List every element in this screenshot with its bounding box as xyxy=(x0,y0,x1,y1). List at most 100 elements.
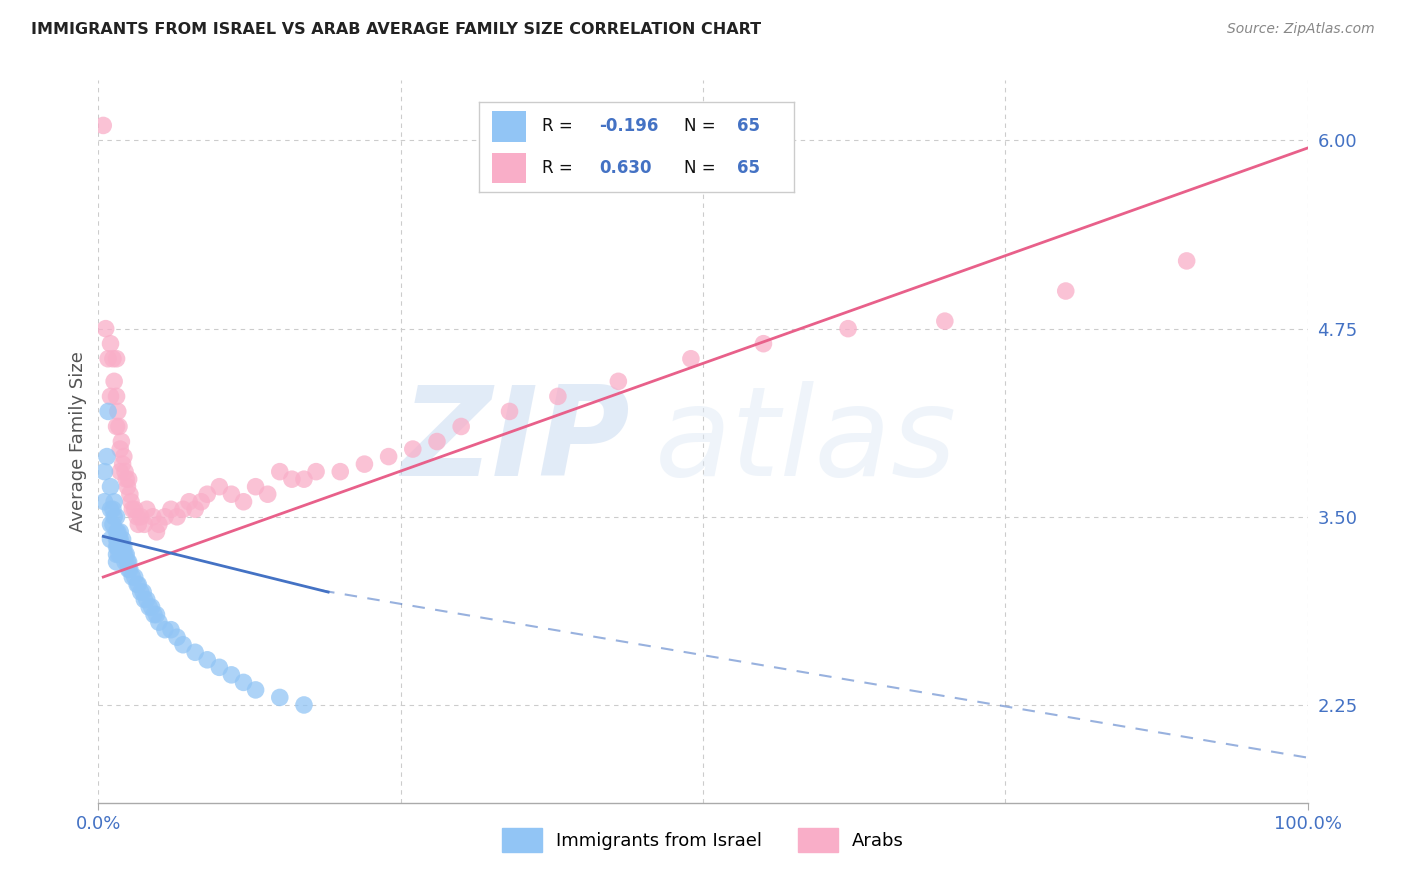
Point xyxy=(115,548,138,562)
Point xyxy=(132,585,155,599)
Point xyxy=(292,472,315,486)
Point xyxy=(117,555,139,569)
Point xyxy=(100,533,122,547)
Point xyxy=(1175,254,1198,268)
Point xyxy=(281,472,304,486)
Point xyxy=(97,404,120,418)
Point xyxy=(108,419,131,434)
Point xyxy=(105,351,128,366)
Point xyxy=(111,540,134,554)
Point xyxy=(111,548,134,562)
Point xyxy=(127,577,149,591)
Point xyxy=(100,389,122,403)
Point xyxy=(114,548,136,562)
Text: atlas: atlas xyxy=(655,381,956,502)
Point xyxy=(232,494,254,508)
Point xyxy=(134,592,156,607)
Point xyxy=(184,645,207,659)
Point xyxy=(114,465,136,479)
Point xyxy=(221,487,243,501)
Point xyxy=(142,509,165,524)
Point xyxy=(112,450,135,464)
Point xyxy=(269,690,291,705)
Point xyxy=(110,540,132,554)
Point xyxy=(108,442,131,456)
Point xyxy=(166,509,188,524)
Point xyxy=(195,487,218,501)
Point xyxy=(111,533,134,547)
Point xyxy=(153,509,176,524)
Point xyxy=(100,502,122,516)
Point xyxy=(134,517,156,532)
Legend: Immigrants from Israel, Arabs: Immigrants from Israel, Arabs xyxy=(495,822,911,859)
Point xyxy=(118,562,141,576)
Point xyxy=(127,517,149,532)
Point xyxy=(110,434,132,449)
Point xyxy=(160,623,183,637)
Point xyxy=(93,465,115,479)
Point xyxy=(148,517,170,532)
Point xyxy=(101,351,124,366)
Point xyxy=(120,494,142,508)
Point xyxy=(221,668,243,682)
Point xyxy=(121,570,143,584)
Point xyxy=(93,494,115,508)
Point xyxy=(108,465,131,479)
Point xyxy=(117,480,139,494)
Point xyxy=(108,524,131,539)
Point xyxy=(1054,284,1077,298)
Point xyxy=(108,540,131,554)
Point xyxy=(103,494,125,508)
Point xyxy=(100,517,122,532)
Point xyxy=(96,450,118,464)
Point xyxy=(105,533,128,547)
Point xyxy=(256,487,278,501)
Point xyxy=(101,502,124,516)
Point xyxy=(135,502,157,516)
Point xyxy=(107,540,129,554)
Point xyxy=(679,351,702,366)
Point xyxy=(114,555,136,569)
Point xyxy=(148,615,170,630)
Point xyxy=(127,509,149,524)
Point xyxy=(172,502,194,516)
Point xyxy=(105,419,128,434)
Point xyxy=(245,480,267,494)
Point xyxy=(141,600,163,615)
Point xyxy=(105,509,128,524)
Point xyxy=(547,389,569,403)
Point xyxy=(329,465,352,479)
Point xyxy=(124,502,146,516)
Point xyxy=(498,404,520,418)
Point xyxy=(121,502,143,516)
Point xyxy=(100,480,122,494)
Point xyxy=(108,548,131,562)
Point xyxy=(107,404,129,418)
Point xyxy=(305,465,328,479)
Point xyxy=(269,465,291,479)
Point xyxy=(752,336,775,351)
Point xyxy=(108,533,131,547)
Point xyxy=(103,375,125,389)
Point xyxy=(145,524,167,539)
Point xyxy=(353,457,375,471)
Y-axis label: Average Family Size: Average Family Size xyxy=(69,351,87,532)
Point xyxy=(112,540,135,554)
Point xyxy=(135,592,157,607)
Point xyxy=(450,419,472,434)
Point xyxy=(160,502,183,516)
Point xyxy=(111,457,134,471)
Point xyxy=(607,375,630,389)
Point xyxy=(107,533,129,547)
Point xyxy=(101,517,124,532)
Point xyxy=(118,562,141,576)
Point xyxy=(172,638,194,652)
Point xyxy=(118,472,141,486)
Text: IMMIGRANTS FROM ISRAEL VS ARAB AVERAGE FAMILY SIZE CORRELATION CHART: IMMIGRANTS FROM ISRAEL VS ARAB AVERAGE F… xyxy=(31,22,761,37)
Point xyxy=(105,548,128,562)
Point xyxy=(292,698,315,712)
Point xyxy=(94,321,117,335)
Point xyxy=(115,472,138,486)
Point xyxy=(100,336,122,351)
Text: ZIP: ZIP xyxy=(402,381,630,502)
